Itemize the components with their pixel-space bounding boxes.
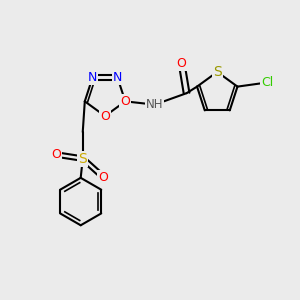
Text: NH: NH bbox=[146, 98, 164, 111]
Text: O: O bbox=[51, 148, 61, 161]
Text: N: N bbox=[113, 71, 122, 84]
Text: S: S bbox=[213, 65, 222, 79]
Text: O: O bbox=[177, 57, 187, 70]
Text: O: O bbox=[98, 170, 108, 184]
Text: Cl: Cl bbox=[261, 76, 273, 89]
Text: O: O bbox=[100, 110, 110, 123]
Text: O: O bbox=[120, 95, 130, 108]
Text: S: S bbox=[78, 152, 87, 166]
Text: N: N bbox=[88, 71, 97, 84]
